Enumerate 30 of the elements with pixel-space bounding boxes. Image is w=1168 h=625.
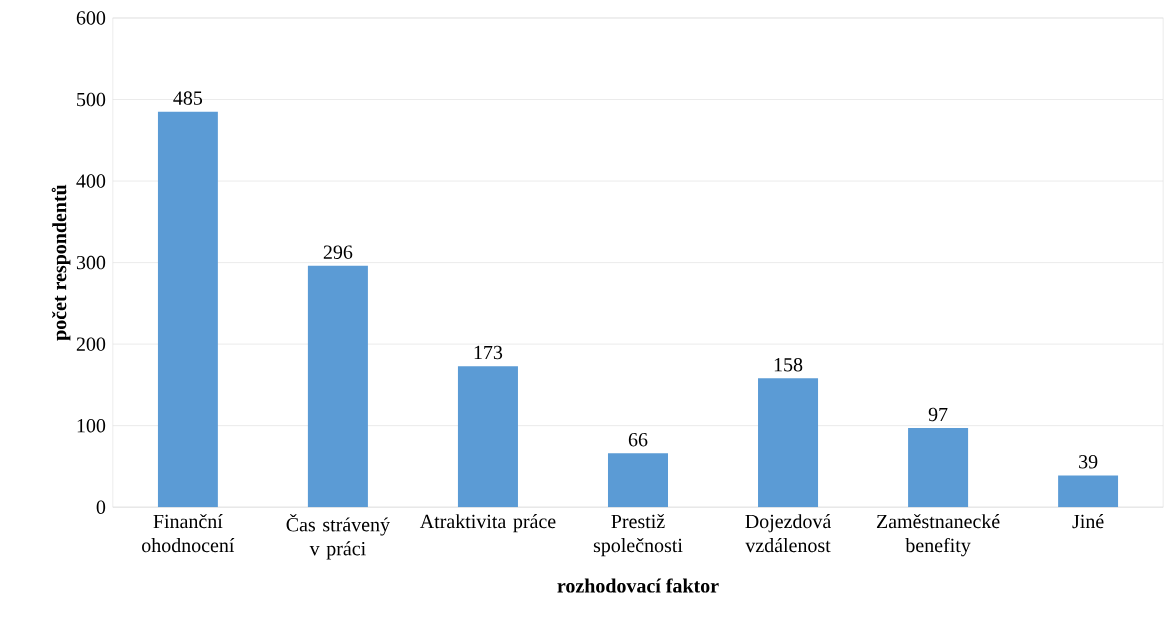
y-tick-label: 0	[96, 500, 106, 514]
x-tick-label: Atraktivita práce	[419, 514, 556, 533]
bar	[307, 265, 368, 508]
x-tick-label: Dojezdová vzdálenost	[745, 514, 832, 553]
bar	[157, 111, 218, 508]
x-tick-label: Jiné	[1072, 514, 1104, 529]
bar	[1058, 475, 1119, 508]
x-axis-title: rozhodovací faktor	[557, 578, 719, 593]
data-label: 39	[1079, 455, 1098, 469]
bar	[758, 378, 819, 508]
x-tick-label: Finanční ohodnocení	[142, 514, 235, 553]
data-label: 97	[928, 407, 948, 422]
data-label: 296	[323, 245, 353, 259]
x-tick-label: Čas strávený v práci	[286, 514, 390, 560]
y-tick-label: 300	[76, 255, 106, 270]
y-tick-label: 500	[77, 92, 106, 107]
data-label: 66	[628, 433, 648, 447]
x-tick-label: Zaměstnanecké benefity	[876, 514, 1000, 557]
y-tick-label: 200	[76, 337, 106, 351]
data-label: 485	[173, 91, 203, 105]
y-tick-label: 600	[76, 11, 106, 25]
x-tick-label: Prestiž společnosti	[593, 514, 683, 557]
y-axis-title: počet respondentů	[51, 184, 71, 341]
bar	[908, 428, 969, 508]
bar	[607, 453, 668, 508]
data-label: 158	[774, 357, 803, 372]
bar	[457, 366, 518, 508]
y-tick-label: 100	[77, 418, 106, 433]
data-label: 173	[474, 345, 503, 360]
y-tick-label: 400	[76, 174, 106, 188]
